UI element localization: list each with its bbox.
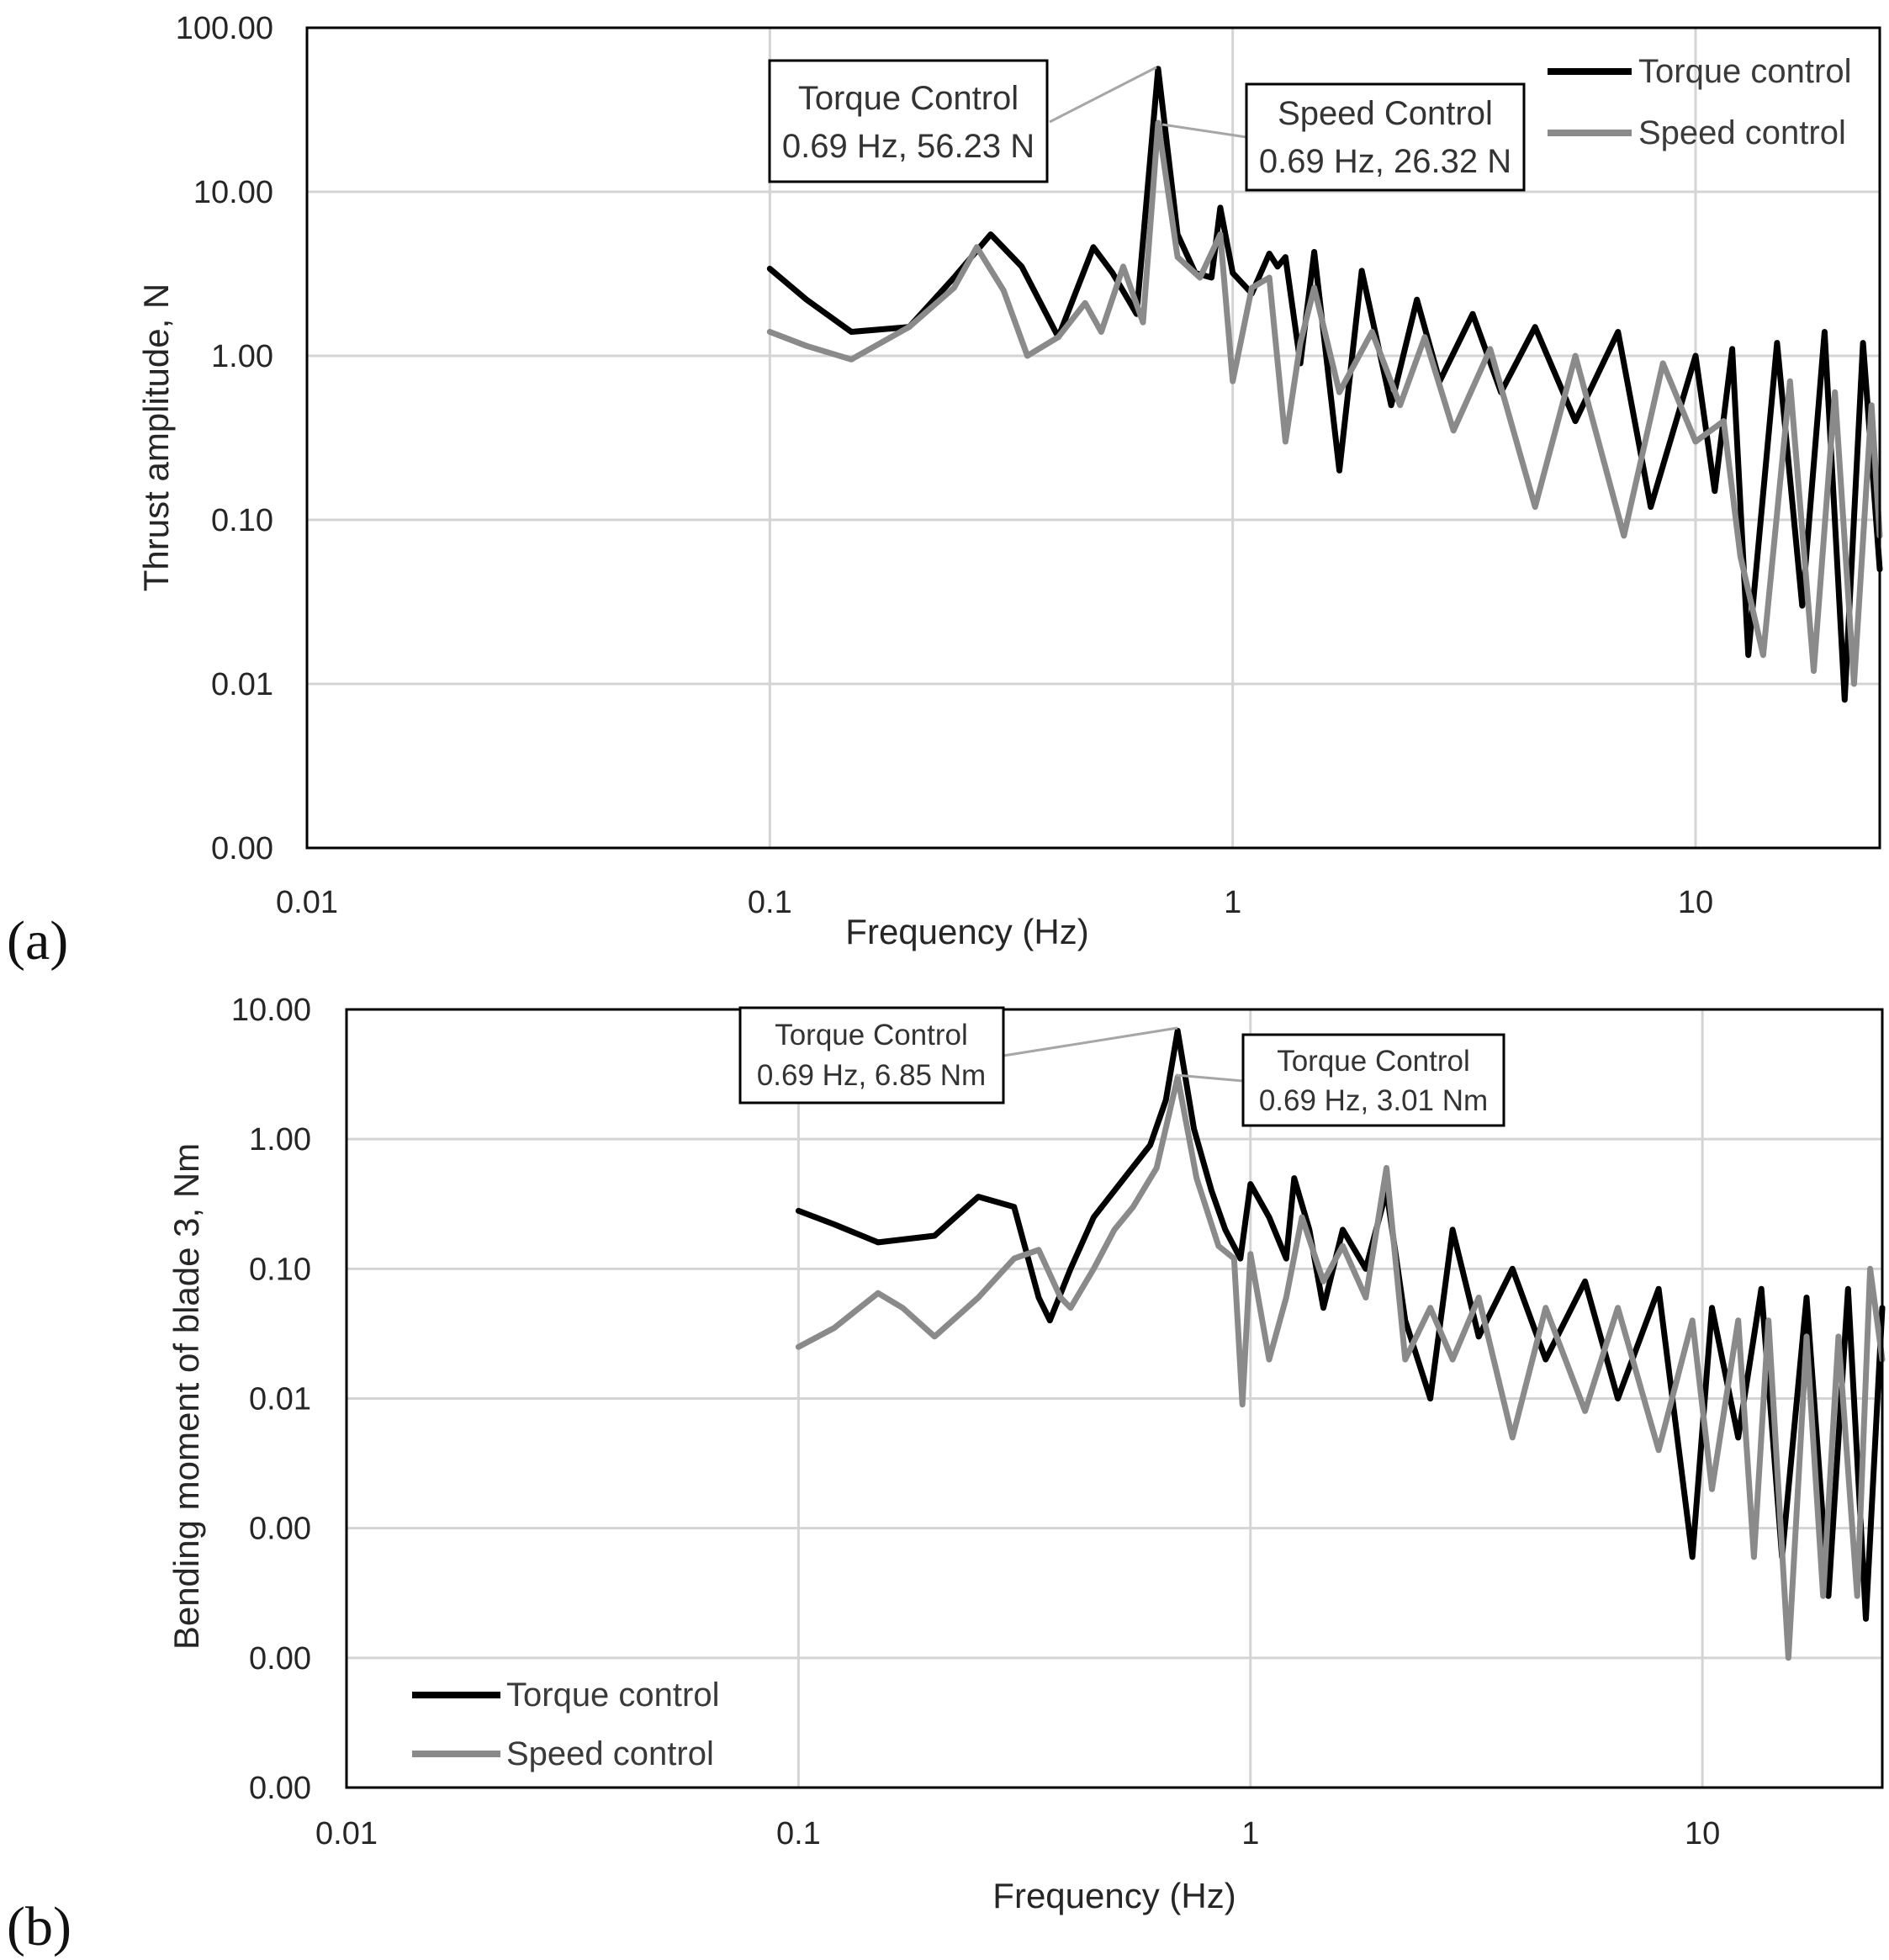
panel-b-series (795, 1027, 1886, 1661)
panel-a-callout-box-torque (768, 59, 1049, 183)
panel-a-callout-torque: Torque Control 0.69 Hz, 56.23 N (768, 59, 1157, 183)
panel-b-x-tick-1: 0.1 (776, 1816, 821, 1851)
panel-a-y-tick-labels: 0.00 0.01 0.10 1.00 10.00 100.00 (176, 11, 273, 866)
panel-b-y-tick-3: 0.01 (249, 1382, 311, 1417)
panel-b-legend-label-torque: Torque control (506, 1677, 719, 1714)
panel-a-y-tick-3: 1.00 (211, 339, 273, 374)
panel-a-y-tick-1: 0.01 (211, 667, 273, 702)
panel-a-x-tick-2: 1 (1224, 885, 1241, 920)
panel-b-x-tick-3: 10 (1685, 1816, 1720, 1851)
panel-a-x-tick-labels: 0.01 0.1 1 10 (276, 885, 1713, 920)
panel-b-y-tick-5: 1.00 (249, 1122, 311, 1157)
panel-b-y-axis-title: Bending moment of blade 3, Nm (167, 1143, 206, 1650)
panel-a-callout-title-torque: Torque Control (798, 80, 1019, 117)
panel-a-series-line-speed (766, 119, 1883, 687)
panel-a-series (766, 66, 1883, 703)
panel-a-callout-speed: Speed Control 0.69 Hz, 26.32 N (1161, 82, 1526, 192)
panel-b-callout-speed: Torque Control 0.69 Hz, 3.01 Nm (1175, 1033, 1505, 1127)
panel-b-y-tick-4: 0.10 (249, 1252, 311, 1287)
panel-b-callout-value-torque: 0.69 Hz, 6.85 Nm (757, 1059, 986, 1092)
panel-a-x-tick-1: 0.1 (748, 885, 792, 920)
panel-b-callout-leader-torque (1003, 1026, 1178, 1057)
panel-b-legend: Torque control Speed control (412, 1677, 719, 1772)
panel-a-callout-leader-speed (1161, 123, 1247, 139)
panel-b-y-tick-labels: 0.00 0.00 0.00 0.01 0.10 1.00 10.00 (231, 993, 311, 1806)
panel-a-legend: Torque control Speed control (1548, 53, 1851, 151)
panel-a-callout-value-torque: 0.69 Hz, 56.23 N (782, 128, 1034, 165)
panel-b-x-tick-labels: 0.01 0.1 1 10 (315, 1816, 1720, 1851)
panel-b-legend-label-speed: Speed control (506, 1735, 714, 1772)
panel-a-x-tick-3: 10 (1678, 885, 1713, 920)
panel-b-y-tick-1: 0.00 (249, 1641, 311, 1677)
panel-a-legend-label-speed: Speed control (1638, 114, 1846, 151)
panel-a-callout-leader-torque (1049, 66, 1157, 124)
panel-b-x-axis-title: Frequency (Hz) (992, 1876, 1236, 1915)
panel-a-x-axis-title: Frequency (Hz) (845, 912, 1088, 951)
panel-a-y-axis-title: Thrust amplitude, N (136, 283, 176, 591)
panel-a-plot-frame (305, 26, 1881, 850)
panel-b-plot-frame (345, 1008, 1884, 1789)
panel-a-y-tick-0: 0.00 (211, 831, 273, 866)
panel-b-callout-box-speed (1241, 1033, 1505, 1127)
panel-a-callout-box-speed (1245, 82, 1526, 192)
panel-b-y-tick-2: 0.00 (249, 1512, 311, 1547)
panel-a-callout-value-speed: 0.69 Hz, 26.32 N (1259, 143, 1511, 180)
panel-b-callout-title-speed: Torque Control (1277, 1045, 1470, 1078)
panel-a-y-tick-4: 10.00 (193, 175, 273, 210)
panel-a-label: (a) (7, 910, 68, 972)
panel-a-y-tick-5: 100.00 (176, 11, 273, 46)
panel-b-callout-title-torque: Torque Control (775, 1019, 968, 1052)
panel-b-label: (b) (7, 1896, 71, 1957)
panel-b-y-tick-0: 0.00 (249, 1771, 311, 1806)
panel-a-legend-label-torque: Torque control (1638, 53, 1851, 90)
panel-b-callout-box-torque (738, 1006, 1005, 1104)
panel-b-callout-torque: Torque Control 0.69 Hz, 6.85 Nm (738, 1006, 1178, 1104)
panel-b-callout-value-speed: 0.69 Hz, 3.01 Nm (1259, 1084, 1488, 1117)
panel-b-y-tick-6: 10.00 (231, 993, 311, 1028)
panel-b-callout-leader-speed (1175, 1073, 1244, 1083)
panel-a-y-tick-2: 0.10 (211, 503, 273, 538)
panel-b-x-tick-0: 0.01 (315, 1816, 378, 1851)
panel-a-callout-title-speed: Speed Control (1278, 95, 1493, 132)
panel-b-series-line-speed (795, 1073, 1886, 1661)
panel-a-x-tick-0: 0.01 (276, 885, 338, 920)
panel-b-x-tick-2: 1 (1241, 1816, 1259, 1851)
